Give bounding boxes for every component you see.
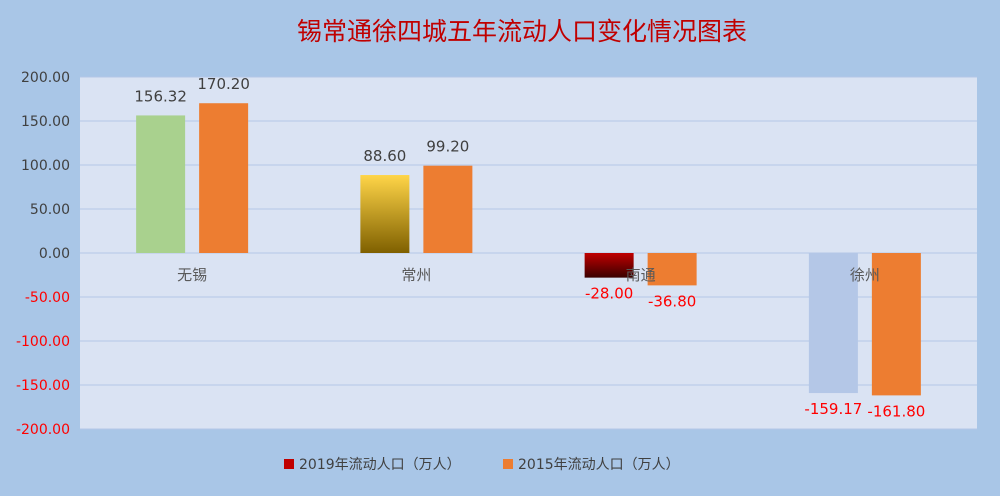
data-label: -161.80 — [867, 402, 925, 420]
category-label: 南通 — [626, 266, 656, 284]
y-tick-label: 200.00 — [21, 70, 70, 86]
bar — [808, 253, 858, 394]
y-tick-label: 150.00 — [21, 114, 70, 130]
data-label: -159.17 — [804, 400, 862, 418]
y-tick-label: 0.00 — [39, 246, 70, 262]
data-label: 88.60 — [363, 147, 406, 165]
category-label: 无锡 — [177, 266, 207, 284]
y-tick-label: -150.00 — [16, 378, 70, 394]
legend: 2019年流动人口（万人） 2015年流动人口（万人） — [284, 457, 680, 473]
category-label: 徐州 — [850, 266, 880, 284]
bar — [871, 253, 921, 396]
bar — [136, 115, 186, 253]
legend-label-2019: 2019年流动人口（万人） — [299, 457, 461, 473]
data-label: 156.32 — [134, 87, 187, 105]
y-tick-label: -50.00 — [25, 290, 70, 306]
chart-title: 锡常通徐四城五年流动人口变化情况图表 — [297, 17, 747, 46]
y-tick-label: 100.00 — [21, 158, 70, 174]
data-label: 99.20 — [426, 138, 469, 156]
category-label: 常州 — [401, 266, 431, 284]
bar — [584, 253, 634, 278]
data-label: -28.00 — [585, 285, 633, 303]
y-tick-label: 50.00 — [30, 202, 70, 218]
data-label: -36.80 — [648, 292, 696, 310]
bar — [199, 103, 249, 253]
y-tick-label: -100.00 — [16, 334, 70, 350]
data-label: 170.20 — [197, 75, 250, 93]
legend-swatch-2019 — [284, 459, 294, 469]
bar — [360, 175, 410, 253]
legend-label-2015: 2015年流动人口（万人） — [518, 457, 680, 473]
y-tick-label: -200.00 — [16, 422, 70, 438]
bar — [423, 165, 473, 253]
legend-swatch-2015 — [503, 459, 513, 469]
bar — [647, 253, 697, 286]
